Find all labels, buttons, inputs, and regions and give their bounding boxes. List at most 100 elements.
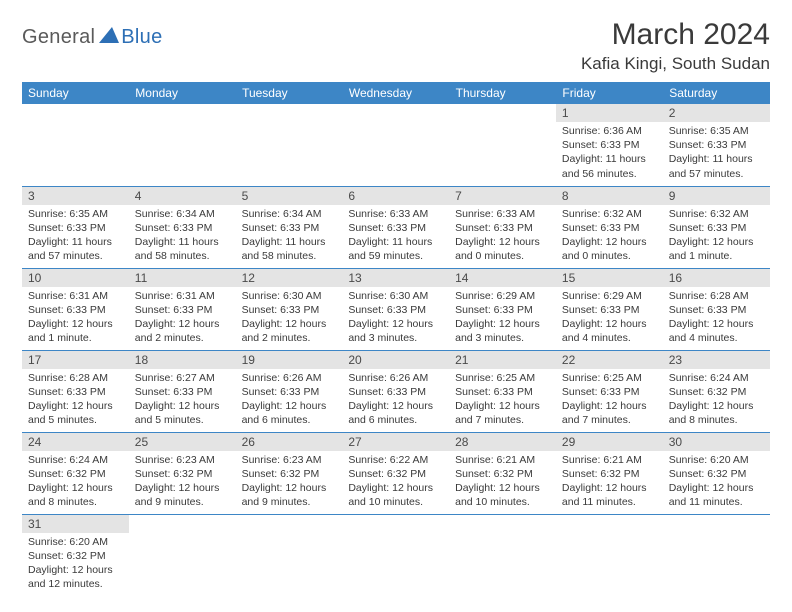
sunrise-line: Sunrise: 6:21 AM — [562, 453, 657, 467]
calendar-day-cell: 11Sunrise: 6:31 AMSunset: 6:33 PMDayligh… — [129, 268, 236, 350]
calendar-day-cell: 24Sunrise: 6:24 AMSunset: 6:32 PMDayligh… — [22, 432, 129, 514]
logo: General Blue — [22, 18, 163, 49]
daylight-line: Daylight: 12 hours and 7 minutes. — [562, 399, 657, 427]
daylight-line: Daylight: 11 hours and 57 minutes. — [669, 152, 764, 180]
calendar-day-cell: 7Sunrise: 6:33 AMSunset: 6:33 PMDaylight… — [449, 186, 556, 268]
calendar-day-cell: 4Sunrise: 6:34 AMSunset: 6:33 PMDaylight… — [129, 186, 236, 268]
calendar-day-cell: 31Sunrise: 6:20 AMSunset: 6:32 PMDayligh… — [22, 514, 129, 596]
calendar-day-cell: 9Sunrise: 6:32 AMSunset: 6:33 PMDaylight… — [663, 186, 770, 268]
sunrise-line: Sunrise: 6:36 AM — [562, 124, 657, 138]
day-number: 30 — [663, 433, 770, 451]
daylight-line: Daylight: 12 hours and 5 minutes. — [28, 399, 123, 427]
weekday-header: Monday — [129, 82, 236, 104]
sunset-line: Sunset: 6:33 PM — [135, 303, 230, 317]
day-details: Sunrise: 6:31 AMSunset: 6:33 PMDaylight:… — [129, 287, 236, 350]
sunrise-line: Sunrise: 6:31 AM — [28, 289, 123, 303]
sunset-line: Sunset: 6:33 PM — [348, 303, 443, 317]
day-number: 7 — [449, 187, 556, 205]
header: General Blue March 2024 Kafia Kingi, Sou… — [22, 18, 770, 74]
day-number: 2 — [663, 104, 770, 122]
sunset-line: Sunset: 6:33 PM — [348, 221, 443, 235]
day-details: Sunrise: 6:20 AMSunset: 6:32 PMDaylight:… — [663, 451, 770, 514]
calendar-day-cell: 26Sunrise: 6:23 AMSunset: 6:32 PMDayligh… — [236, 432, 343, 514]
sunrise-line: Sunrise: 6:28 AM — [669, 289, 764, 303]
calendar-day-cell: 12Sunrise: 6:30 AMSunset: 6:33 PMDayligh… — [236, 268, 343, 350]
day-number: 15 — [556, 269, 663, 287]
sunrise-line: Sunrise: 6:28 AM — [28, 371, 123, 385]
sunset-line: Sunset: 6:33 PM — [562, 303, 657, 317]
day-details: Sunrise: 6:27 AMSunset: 6:33 PMDaylight:… — [129, 369, 236, 432]
sunset-line: Sunset: 6:32 PM — [669, 467, 764, 481]
sunset-line: Sunset: 6:33 PM — [135, 221, 230, 235]
sunset-line: Sunset: 6:32 PM — [348, 467, 443, 481]
day-details: Sunrise: 6:36 AMSunset: 6:33 PMDaylight:… — [556, 122, 663, 185]
day-details: Sunrise: 6:31 AMSunset: 6:33 PMDaylight:… — [22, 287, 129, 350]
day-number: 29 — [556, 433, 663, 451]
title-block: March 2024 Kafia Kingi, South Sudan — [581, 18, 770, 74]
sunset-line: Sunset: 6:33 PM — [135, 385, 230, 399]
daylight-line: Daylight: 12 hours and 12 minutes. — [28, 563, 123, 591]
sunrise-line: Sunrise: 6:31 AM — [135, 289, 230, 303]
sunset-line: Sunset: 6:33 PM — [669, 221, 764, 235]
weekday-header: Wednesday — [342, 82, 449, 104]
calendar-empty-cell — [22, 104, 129, 186]
calendar-day-cell: 19Sunrise: 6:26 AMSunset: 6:33 PMDayligh… — [236, 350, 343, 432]
calendar-empty-cell — [129, 514, 236, 596]
daylight-line: Daylight: 12 hours and 4 minutes. — [669, 317, 764, 345]
daylight-line: Daylight: 12 hours and 2 minutes. — [242, 317, 337, 345]
sunset-line: Sunset: 6:33 PM — [348, 385, 443, 399]
calendar-day-cell: 6Sunrise: 6:33 AMSunset: 6:33 PMDaylight… — [342, 186, 449, 268]
daylight-line: Daylight: 12 hours and 0 minutes. — [455, 235, 550, 263]
calendar-day-cell: 15Sunrise: 6:29 AMSunset: 6:33 PMDayligh… — [556, 268, 663, 350]
day-number: 8 — [556, 187, 663, 205]
sunrise-line: Sunrise: 6:33 AM — [348, 207, 443, 221]
daylight-line: Daylight: 12 hours and 1 minute. — [669, 235, 764, 263]
calendar-table: SundayMondayTuesdayWednesdayThursdayFrid… — [22, 82, 770, 596]
sunrise-line: Sunrise: 6:23 AM — [135, 453, 230, 467]
weekday-header-row: SundayMondayTuesdayWednesdayThursdayFrid… — [22, 82, 770, 104]
day-number: 6 — [342, 187, 449, 205]
calendar-week-row: 10Sunrise: 6:31 AMSunset: 6:33 PMDayligh… — [22, 268, 770, 350]
day-number: 31 — [22, 515, 129, 533]
day-number: 28 — [449, 433, 556, 451]
sunrise-line: Sunrise: 6:29 AM — [455, 289, 550, 303]
calendar-week-row: 3Sunrise: 6:35 AMSunset: 6:33 PMDaylight… — [22, 186, 770, 268]
daylight-line: Daylight: 12 hours and 2 minutes. — [135, 317, 230, 345]
day-details: Sunrise: 6:24 AMSunset: 6:32 PMDaylight:… — [22, 451, 129, 514]
calendar-day-cell: 27Sunrise: 6:22 AMSunset: 6:32 PMDayligh… — [342, 432, 449, 514]
daylight-line: Daylight: 12 hours and 6 minutes. — [348, 399, 443, 427]
day-number: 23 — [663, 351, 770, 369]
day-details: Sunrise: 6:30 AMSunset: 6:33 PMDaylight:… — [342, 287, 449, 350]
day-number: 18 — [129, 351, 236, 369]
calendar-day-cell: 1Sunrise: 6:36 AMSunset: 6:33 PMDaylight… — [556, 104, 663, 186]
sunrise-line: Sunrise: 6:26 AM — [242, 371, 337, 385]
sunset-line: Sunset: 6:33 PM — [562, 385, 657, 399]
day-number: 12 — [236, 269, 343, 287]
daylight-line: Daylight: 11 hours and 57 minutes. — [28, 235, 123, 263]
calendar-day-cell: 29Sunrise: 6:21 AMSunset: 6:32 PMDayligh… — [556, 432, 663, 514]
calendar-empty-cell — [449, 514, 556, 596]
sunset-line: Sunset: 6:32 PM — [135, 467, 230, 481]
calendar-day-cell: 23Sunrise: 6:24 AMSunset: 6:32 PMDayligh… — [663, 350, 770, 432]
sunset-line: Sunset: 6:32 PM — [669, 385, 764, 399]
sunset-line: Sunset: 6:33 PM — [455, 221, 550, 235]
sunrise-line: Sunrise: 6:27 AM — [135, 371, 230, 385]
sunrise-line: Sunrise: 6:25 AM — [562, 371, 657, 385]
daylight-line: Daylight: 12 hours and 8 minutes. — [669, 399, 764, 427]
weekday-header: Tuesday — [236, 82, 343, 104]
day-number: 1 — [556, 104, 663, 122]
day-number: 17 — [22, 351, 129, 369]
sunrise-line: Sunrise: 6:34 AM — [242, 207, 337, 221]
calendar-day-cell: 16Sunrise: 6:28 AMSunset: 6:33 PMDayligh… — [663, 268, 770, 350]
day-details: Sunrise: 6:32 AMSunset: 6:33 PMDaylight:… — [663, 205, 770, 268]
page-title: March 2024 — [581, 18, 770, 52]
daylight-line: Daylight: 12 hours and 0 minutes. — [562, 235, 657, 263]
day-details: Sunrise: 6:24 AMSunset: 6:32 PMDaylight:… — [663, 369, 770, 432]
sunrise-line: Sunrise: 6:35 AM — [669, 124, 764, 138]
day-number: 13 — [342, 269, 449, 287]
sunset-line: Sunset: 6:33 PM — [562, 138, 657, 152]
day-details: Sunrise: 6:30 AMSunset: 6:33 PMDaylight:… — [236, 287, 343, 350]
sunrise-line: Sunrise: 6:26 AM — [348, 371, 443, 385]
day-number: 25 — [129, 433, 236, 451]
day-details: Sunrise: 6:26 AMSunset: 6:33 PMDaylight:… — [342, 369, 449, 432]
